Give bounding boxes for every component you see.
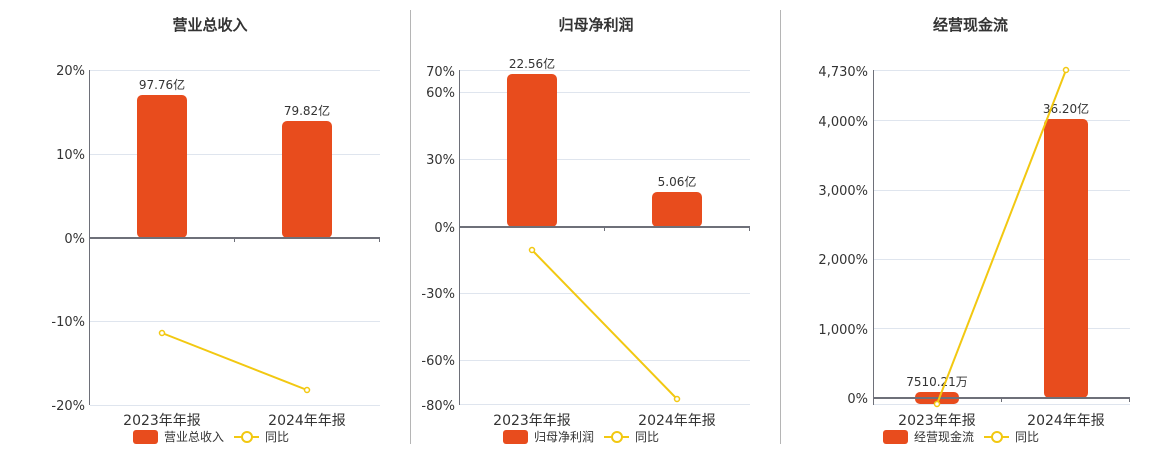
bar-2023[interactable]	[137, 95, 187, 238]
grid-lines	[460, 70, 750, 405]
chart-plot: 70% 60% 30% 0% -30% -60% -80% 22.56亿 5.0…	[421, 56, 750, 429]
svg-text:3,000%: 3,000%	[818, 184, 868, 199]
x-axis-label: 2024年年报	[638, 413, 716, 429]
y-axis-ticks: 70% 60% 30% 0% -30% -60% -80%	[421, 65, 455, 414]
svg-text:10%: 10%	[56, 148, 85, 163]
svg-text:2,000%: 2,000%	[818, 253, 868, 268]
svg-text:70%: 70%	[426, 65, 455, 80]
x-axis-label: 2024年年报	[1027, 413, 1105, 429]
svg-text:1,000%: 1,000%	[818, 323, 868, 338]
chart-plot: 4,730% 4,000% 3,000% 2,000% 1,000% 0% 75…	[818, 65, 1130, 429]
legend-line-label[interactable]: 同比	[1015, 430, 1040, 444]
line-legend-swatch-icon[interactable]	[234, 430, 260, 444]
legend-bar-label[interactable]: 营业总收入	[164, 430, 225, 444]
legend-bar-label[interactable]: 归母净利润	[534, 430, 595, 444]
yoy-line	[531, 249, 678, 400]
chart-plot: 20% 10% 0% -10% -20% 97.76亿 79.82亿 2023年…	[51, 64, 380, 429]
chart-legend: 经营现金流 同比	[883, 428, 1039, 445]
x-axis-label: 2023年年报	[493, 413, 571, 429]
bar-value-label: 5.06亿	[658, 174, 697, 189]
yoy-line	[936, 69, 1067, 405]
svg-text:-30%: -30%	[421, 287, 455, 302]
chart-panel-net-profit: 归母净利润 70% 60% 30% 0% -30% -60% -80% 22.5…	[411, 0, 781, 450]
y-axis-ticks: 4,730% 4,000% 3,000% 2,000% 1,000% 0%	[818, 65, 868, 407]
chart-legend: 归母净利润 同比	[503, 428, 659, 445]
panel-divider	[780, 10, 781, 444]
chart-panel-revenue: 营业总收入 20% 10% 0% -10% -20% 97.76亿 79.82亿…	[0, 0, 410, 450]
x-axis-label: 2023年年报	[123, 413, 201, 429]
yoy-point[interactable]	[673, 395, 681, 403]
chart-title: 归母净利润	[558, 16, 634, 34]
bar-legend-swatch-icon[interactable]	[883, 429, 908, 444]
bar-value-label: 36.20亿	[1043, 101, 1089, 116]
line-legend-swatch-icon[interactable]	[984, 430, 1010, 444]
svg-text:30%: 30%	[426, 153, 455, 168]
bar-2024[interactable]	[1044, 119, 1088, 398]
legend-line-label[interactable]: 同比	[635, 430, 660, 444]
bar-value-label: 7510.21万	[906, 375, 968, 389]
svg-text:0%: 0%	[64, 232, 85, 247]
yoy-line	[161, 332, 308, 391]
svg-text:20%: 20%	[56, 64, 85, 79]
bar-value-label: 97.76亿	[139, 77, 185, 92]
chart-title: 经营现金流	[932, 16, 1008, 34]
x-axis-label: 2024年年报	[268, 413, 346, 429]
grid-lines	[90, 70, 380, 406]
bar-legend-swatch-icon[interactable]	[133, 429, 158, 444]
yoy-point[interactable]	[528, 246, 536, 254]
yoy-point[interactable]	[1062, 66, 1070, 74]
svg-text:0%: 0%	[434, 221, 455, 236]
chart-panel-operating-cash-flow: 经营现金流 4,730% 4,000% 3,000% 2,000% 1,000%…	[781, 0, 1160, 450]
svg-text:-80%: -80%	[421, 399, 455, 414]
chart-legend: 营业总收入 同比	[133, 428, 289, 445]
x-axis-label: 2023年年报	[898, 413, 976, 429]
svg-text:4,730%: 4,730%	[818, 65, 868, 80]
yoy-point[interactable]	[158, 329, 166, 337]
svg-text:60%: 60%	[426, 86, 455, 101]
line-legend-swatch-icon[interactable]	[604, 430, 630, 444]
panel-divider	[410, 10, 411, 444]
bar-2024[interactable]	[282, 121, 332, 238]
yoy-point[interactable]	[933, 400, 941, 408]
bar-2024[interactable]	[652, 192, 702, 227]
svg-text:-20%: -20%	[51, 399, 85, 414]
bar-value-label: 22.56亿	[509, 56, 555, 71]
svg-text:-60%: -60%	[421, 354, 455, 369]
legend-bar-label[interactable]: 经营现金流	[914, 430, 975, 444]
svg-text:-10%: -10%	[51, 315, 85, 330]
y-axis-ticks: 20% 10% 0% -10% -20%	[51, 64, 85, 414]
yoy-point[interactable]	[303, 386, 311, 394]
chart-title: 营业总收入	[172, 16, 248, 34]
legend-line-label[interactable]: 同比	[265, 430, 290, 444]
bar-2023[interactable]	[507, 74, 557, 227]
svg-text:4,000%: 4,000%	[818, 115, 868, 130]
bar-value-label: 79.82亿	[284, 103, 330, 118]
bar-legend-swatch-icon[interactable]	[503, 429, 528, 444]
svg-text:0%: 0%	[847, 392, 868, 407]
